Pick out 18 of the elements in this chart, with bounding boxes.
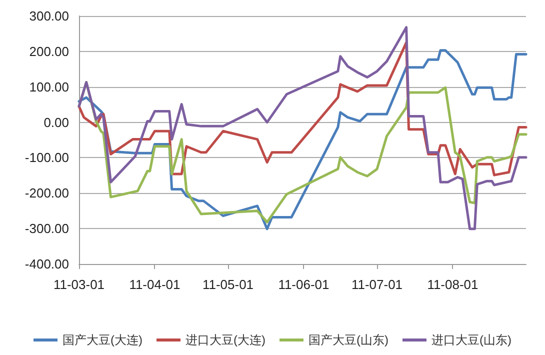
y-tick-label: -400.00 xyxy=(24,256,69,272)
legend-label: 进口大豆(大连) xyxy=(186,333,266,347)
legend-label: 进口大豆(山东) xyxy=(431,333,512,347)
x-tick-label: 11-07-01 xyxy=(351,277,403,292)
legend-label: 国产大豆(山东) xyxy=(308,333,388,347)
y-tick-label: -200.00 xyxy=(24,186,69,201)
y-tick-label: -300.00 xyxy=(24,221,69,236)
y-tick-label: 0.00 xyxy=(44,114,69,130)
y-tick-label: 300.00 xyxy=(29,8,69,24)
x-tick-label: 11-06-01 xyxy=(278,277,330,292)
y-tick-label: 200.00 xyxy=(29,44,69,59)
x-tick-label: 11-04-01 xyxy=(129,277,180,292)
x-tick-label: 11-03-01 xyxy=(53,277,105,292)
y-tick-label: -100.00 xyxy=(24,150,69,166)
legend-label: 国产大豆(大连) xyxy=(62,333,143,347)
x-tick-label: 11-05-01 xyxy=(202,277,254,292)
y-tick-label: 100.00 xyxy=(29,79,69,94)
x-tick-label: 11-08-01 xyxy=(427,277,478,292)
